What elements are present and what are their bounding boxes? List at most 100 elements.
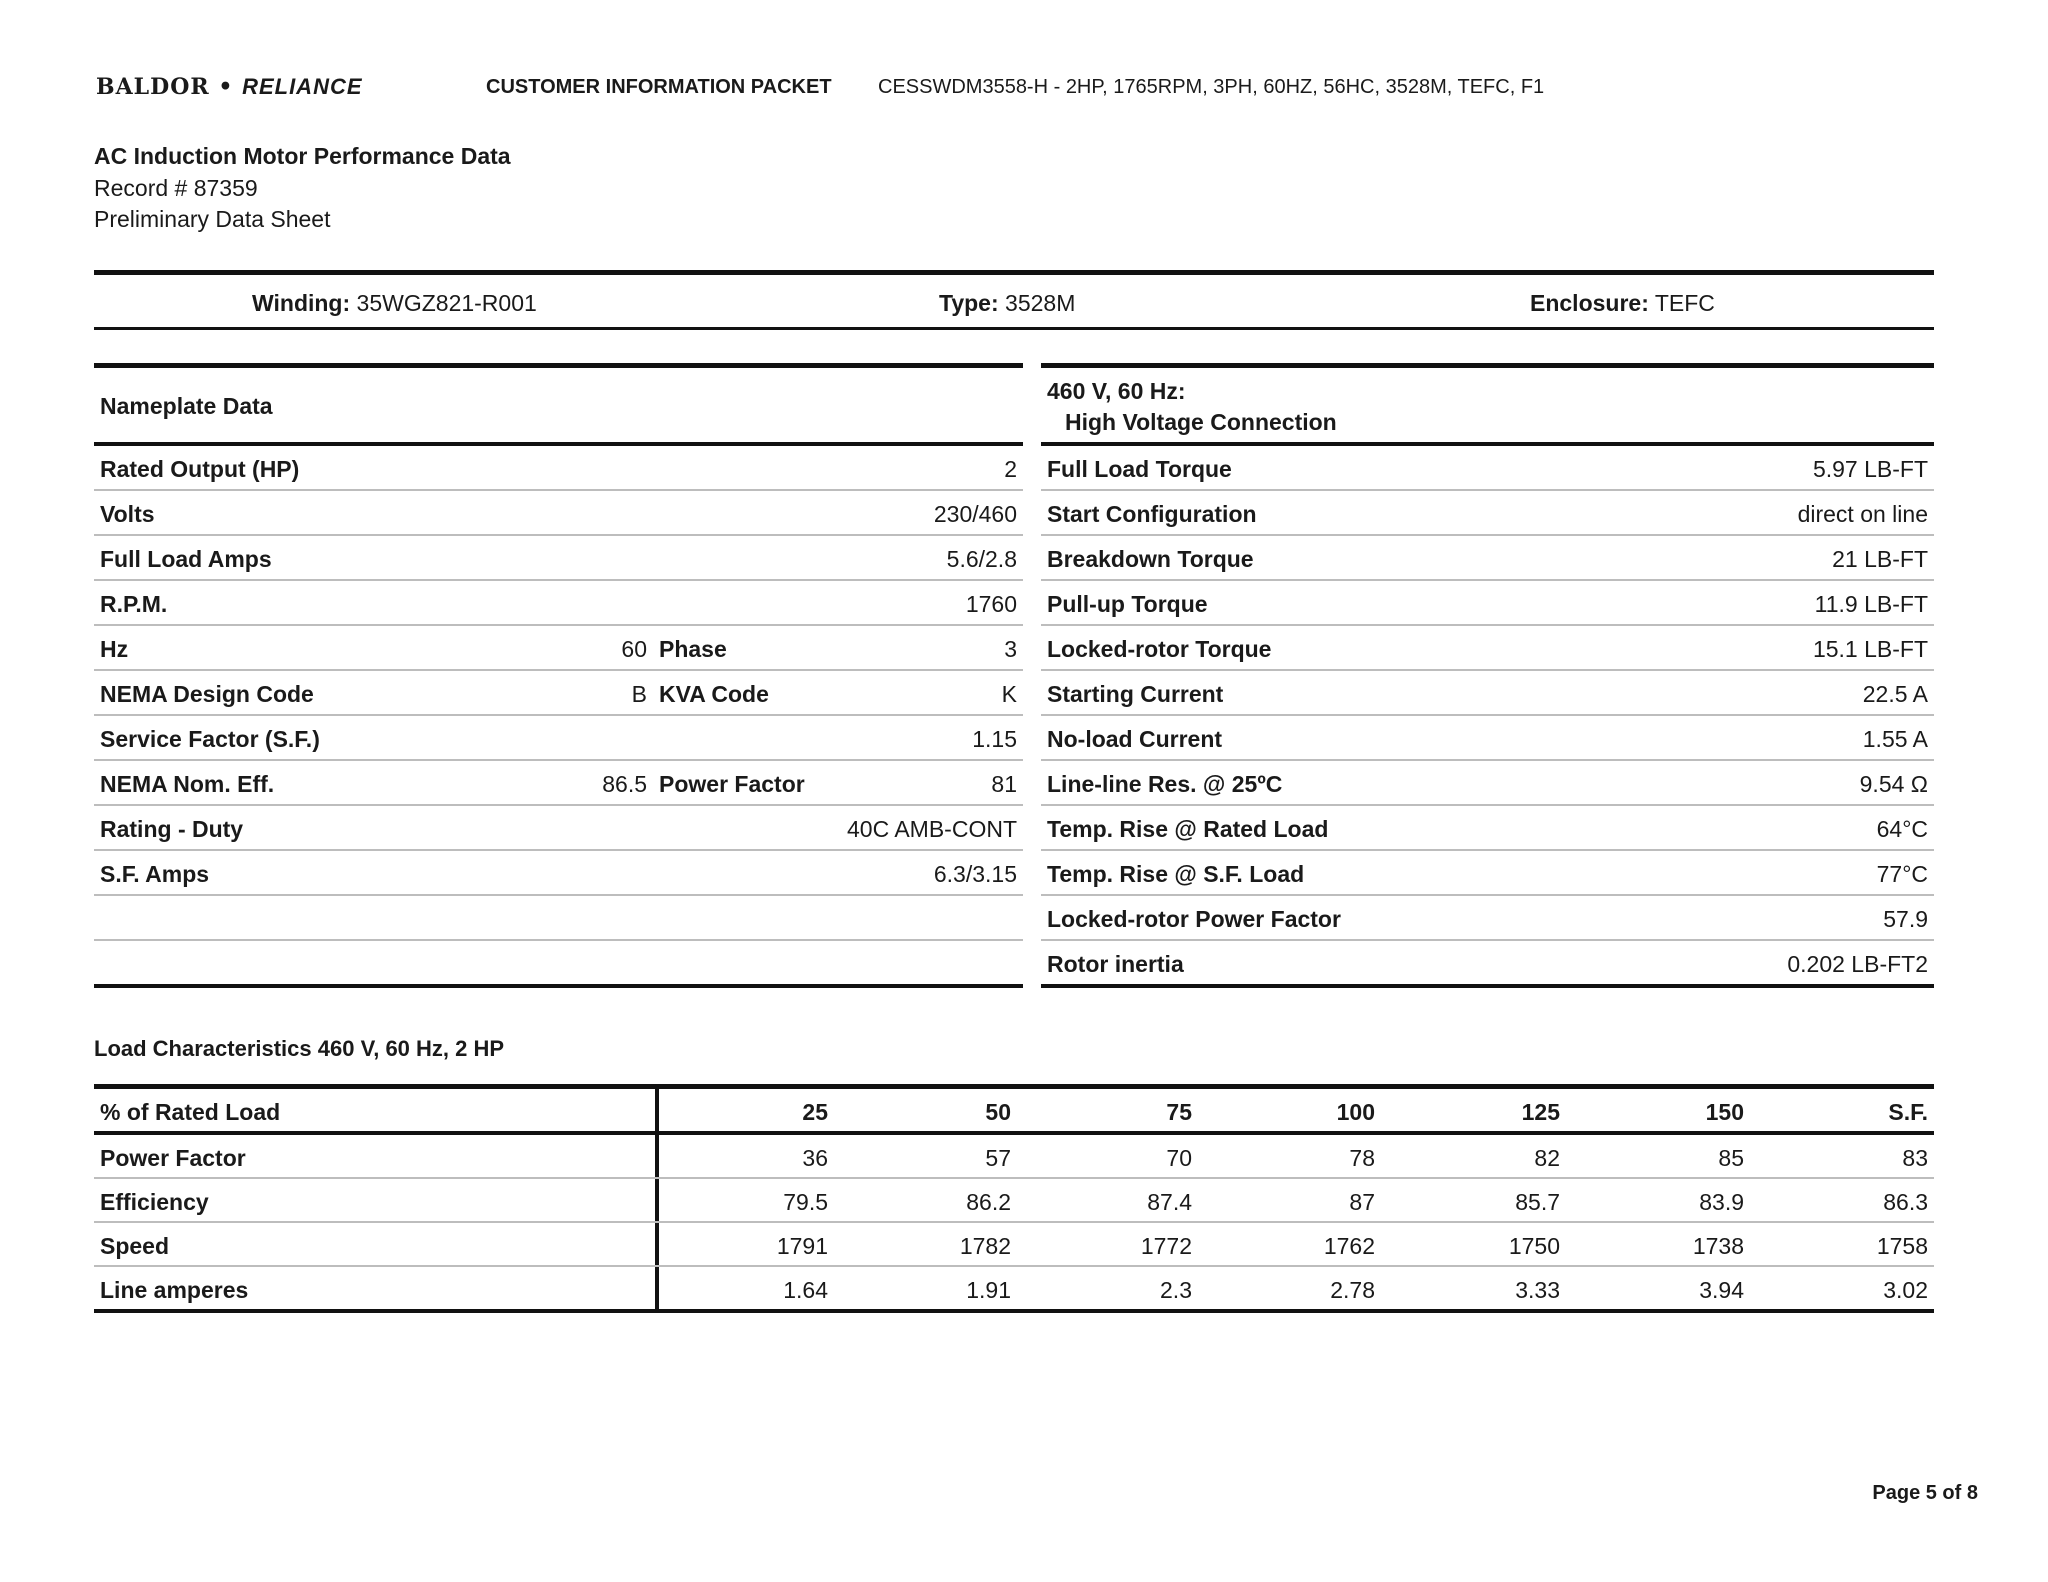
packet-title: CUSTOMER INFORMATION PACKET (486, 76, 832, 98)
row-label: Full Load Torque (1047, 456, 1232, 482)
cell-value: 70 (1166, 1145, 1192, 1171)
cell-value: 2.78 (1330, 1277, 1375, 1303)
cell-value: 1.91 (966, 1277, 1011, 1303)
connection-row: Pull-up Torque 11.9 LB-FT (1041, 581, 1934, 626)
row-label: Hz (100, 636, 129, 662)
cell-value: 1762 (1323, 1233, 1375, 1259)
cell-value: 2.3 (1160, 1277, 1192, 1303)
winding-info: Winding: 35WGZ821-R001 (252, 290, 537, 317)
row-value: 15.1 LB-FT (1812, 636, 1928, 662)
row-value: 230/460 (933, 501, 1017, 527)
row-label: Volts (100, 501, 155, 527)
row-value: 9.54 Ω (1859, 771, 1928, 797)
column-header: 75 (1166, 1099, 1192, 1125)
connection-row: Line-line Res. @ 25ºC 9.54 Ω (1041, 761, 1934, 806)
cell-value: 85.7 (1515, 1189, 1560, 1215)
nameplate-table: Nameplate Data Rated Output (HP) 2 Volts 23… (94, 363, 1023, 988)
row-label: Pull-up Torque (1047, 591, 1208, 617)
connection-row: Breakdown Torque 21 LB-FT (1041, 536, 1934, 581)
table-row: Efficiency 79.5 86.2 87.4 87 85.7 83.9 86.3 (94, 1179, 1934, 1223)
winding-value: 35WGZ821-R001 (356, 290, 537, 316)
nameplate-row (94, 896, 1023, 941)
row-mid-value: 60 (621, 636, 647, 662)
row-value: 5.6/2.8 (946, 546, 1017, 572)
row-value: 11.9 LB-FT (1814, 591, 1928, 617)
row-value: K (1001, 681, 1017, 707)
nameplate-row: Hz 60 Phase 3 (94, 626, 1023, 671)
motor-info-bar: Winding: 35WGZ821-R001 Type: 3528M Enclo… (94, 270, 1934, 330)
cell-value: 86.3 (1883, 1189, 1928, 1215)
type-value: 3528M (1005, 290, 1076, 316)
table-row: Line amperes 1.64 1.91 2.3 2.78 3.33 3.94 3.02 (94, 1267, 1934, 1309)
winding-label: Winding: (252, 290, 351, 316)
connection-row: Full Load Torque 5.97 LB-FT (1041, 446, 1934, 491)
row-value: 22.5 A (1862, 681, 1928, 707)
enclosure-label: Enclosure: (1530, 290, 1649, 316)
row-value: 1.55 A (1862, 726, 1928, 752)
document-title: AC Induction Motor Performance Data (94, 143, 511, 169)
nameplate-row: S.F. Amps 6.3/3.15 (94, 851, 1023, 896)
column-header: 150 (1705, 1099, 1744, 1125)
row-value: 6.3/3.15 (933, 861, 1017, 887)
row-label: Rating - Duty (100, 816, 244, 842)
nameplate-row (94, 941, 1023, 984)
row-value: direct on line (1797, 501, 1928, 527)
connection-row: Rotor inertia 0.202 LB-FT2 (1041, 941, 1934, 984)
connection-row: Start Configuration direct on line (1041, 491, 1934, 536)
nameplate-title: Nameplate Data (100, 393, 273, 419)
row-label2: Phase (659, 636, 727, 662)
logo-brand2: RELIANCE (242, 74, 363, 99)
nameplate-row: Full Load Amps 5.6/2.8 (94, 536, 1023, 581)
column-header: 125 (1521, 1099, 1560, 1125)
connection-row: Temp. Rise @ Rated Load 64°C (1041, 806, 1934, 851)
nameplate-row: R.P.M. 1760 (94, 581, 1023, 626)
cell-value: 36 (802, 1145, 828, 1171)
row-value: 1.15 (972, 726, 1017, 752)
connection-table: 460 V, 60 Hz: High Voltage Connection Fu… (1041, 363, 1934, 988)
cell-value: 1772 (1140, 1233, 1192, 1259)
cell-value: 86.2 (966, 1189, 1011, 1215)
connection-header: 460 V, 60 Hz: High Voltage Connection (1041, 368, 1934, 446)
nameplate-row: Service Factor (S.F.) 1.15 (94, 716, 1023, 761)
cell-value: 78 (1349, 1145, 1375, 1171)
type-info: Type: 3528M (939, 290, 1075, 317)
row-value: 64°C (1876, 816, 1928, 842)
connection-subtitle: High Voltage Connection (1065, 409, 1337, 435)
row-mid-value: B (631, 681, 647, 707)
row-label: Line amperes (100, 1277, 249, 1303)
cell-value: 83 (1902, 1145, 1928, 1171)
row-label: Power Factor (100, 1145, 246, 1171)
nameplate-row: Rated Output (HP) 2 (94, 446, 1023, 491)
cell-value: 1791 (776, 1233, 828, 1259)
cell-value: 87 (1349, 1189, 1375, 1215)
column-header: 50 (985, 1099, 1011, 1125)
row-label: Breakdown Torque (1047, 546, 1254, 572)
row-label: NEMA Nom. Eff. (100, 771, 275, 797)
connection-row: Locked-rotor Power Factor 57.9 (1041, 896, 1934, 941)
row-label: Temp. Rise @ S.F. Load (1047, 861, 1305, 887)
table-row: Speed 1791 1782 1772 1762 1750 1738 1758 (94, 1223, 1934, 1267)
enclosure-value: TEFC (1654, 290, 1715, 316)
cell-value: 85 (1718, 1145, 1744, 1171)
row-value: 5.97 LB-FT (1812, 456, 1928, 482)
cell-value: 1782 (959, 1233, 1011, 1259)
row-label: No-load Current (1047, 726, 1223, 752)
load-characteristics-table: % of Rated Load 25 50 75 100 125 150 S.F. Power … (94, 1084, 1934, 1313)
column-divider (655, 1089, 659, 1309)
connection-row: Starting Current 22.5 A (1041, 671, 1934, 716)
row-value: 1760 (965, 591, 1017, 617)
cell-value: 79.5 (783, 1189, 828, 1215)
load-characteristics-title: Load Characteristics 460 V, 60 Hz, 2 HP (94, 1036, 505, 1061)
table-row: Power Factor 36 57 70 78 82 85 83 (94, 1135, 1934, 1179)
type-label: Type: (939, 290, 999, 316)
column-header: 100 (1336, 1099, 1375, 1125)
row-value: 0.202 LB-FT2 (1787, 951, 1928, 977)
connection-row: Locked-rotor Torque 15.1 LB-FT (1041, 626, 1934, 671)
nameplate-row: Volts 230/460 (94, 491, 1023, 536)
connection-title: 460 V, 60 Hz: (1047, 378, 1186, 404)
row-value: 3 (1004, 636, 1017, 662)
row-label: Full Load Amps (100, 546, 272, 572)
row-label: R.P.M. (100, 591, 168, 617)
baldor-reliance-logo: BALDOR • RELIANCE (96, 74, 363, 100)
row-value: 77°C (1876, 861, 1928, 887)
